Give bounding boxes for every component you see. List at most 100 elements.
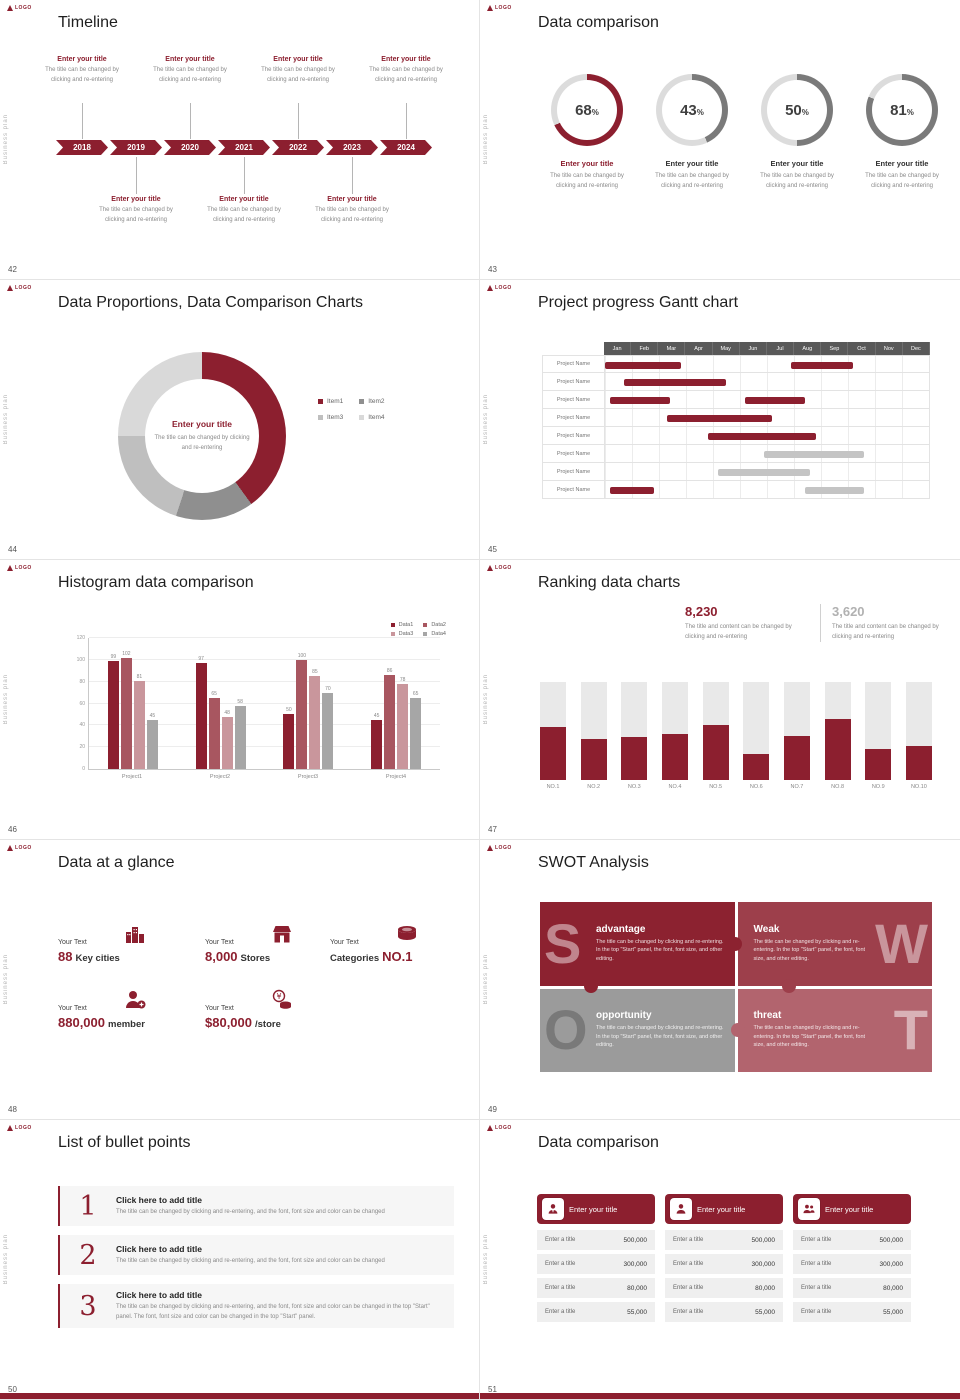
rank-fill[interactable]	[905, 745, 932, 780]
item-title: Enter your title	[172, 418, 232, 429]
slide-45-gantt[interactable]: LOGO Business plan Project progress Gant…	[480, 280, 960, 560]
page-title: Project progress Gantt chart	[538, 294, 739, 311]
bar-rect[interactable]	[309, 676, 321, 769]
rank-fill[interactable]	[743, 753, 770, 780]
rank-label: NO.5	[709, 784, 723, 790]
puzzle-knob	[727, 936, 742, 951]
bar-rect[interactable]	[234, 705, 246, 769]
bar-rect[interactable]	[208, 698, 220, 769]
y-tick-label: 60	[79, 700, 85, 707]
card-row: Enter a title 500,000	[537, 1230, 655, 1250]
rank-fill[interactable]	[824, 719, 851, 780]
bar-group: 99 102 81 45	[107, 638, 158, 769]
slide-43-data-comparison[interactable]: LOGO Business plan Data comparison 68% E…	[480, 0, 960, 280]
item-title: Enter your title	[273, 56, 323, 63]
gantt-bar[interactable]	[605, 361, 681, 369]
item-desc: The title can be changed by clicking and…	[45, 67, 119, 83]
gantt-row: Project Name	[542, 373, 930, 391]
page-title: List of bullet points	[58, 1134, 191, 1151]
stat-label: Your Text	[58, 939, 87, 946]
page-number: 45	[488, 545, 497, 554]
gridline	[89, 658, 440, 660]
stat-item: Your Text ¥ $80,000/store	[205, 988, 330, 1032]
bar-chart: Data1 Data2 Data3 Data4 0 20 40 60 80 100 120 99 10…	[60, 622, 446, 794]
gantt-bar[interactable]	[623, 378, 727, 386]
gantt-month-cell: Dec	[902, 342, 930, 355]
rank-fill[interactable]	[661, 733, 688, 780]
stat-unit: Categories	[330, 953, 380, 964]
bar-rect[interactable]	[384, 675, 396, 769]
page-title: Ranking data charts	[538, 574, 681, 591]
page-title: Data at a glance	[58, 854, 175, 871]
stat-primary: 8,230 The title and content can be chang…	[685, 604, 809, 642]
rank-fill[interactable]	[702, 725, 729, 780]
stat-unit: member	[108, 1019, 145, 1030]
slide-49-swot[interactable]: LOGO Business plan SWOT Analysis S advan…	[480, 840, 960, 1120]
gantt-lane	[605, 391, 930, 408]
rank-label: NO.8	[831, 784, 845, 790]
bar-rect[interactable]	[221, 716, 233, 769]
legend-swatch	[318, 399, 323, 404]
bullet-number: 2	[79, 1239, 97, 1271]
bar-rect[interactable]	[133, 680, 145, 769]
slide-50-bullet-list[interactable]: LOGO Business plan List of bullet points…	[0, 1120, 480, 1400]
rank-fill[interactable]	[580, 738, 607, 780]
bar-rect[interactable]	[371, 719, 383, 769]
gantt-bar[interactable]	[667, 414, 773, 422]
donut-cell: 81% Enter your title The title can be ch…	[860, 74, 944, 191]
slide-44-data-proportions[interactable]: LOGO Business plan Data Proportions, Dat…	[0, 280, 480, 560]
donut-ring: 50%	[761, 74, 833, 146]
logo-text: LOGO	[495, 565, 512, 571]
bar-rect[interactable]	[120, 657, 132, 769]
bar-rect[interactable]	[283, 714, 295, 769]
page-title: Data comparison	[538, 14, 659, 31]
rank-fill[interactable]	[621, 736, 648, 780]
item-desc: The title can be changed by clicking and…	[550, 173, 624, 189]
item-desc: The title can be changed by clicking and…	[655, 173, 729, 189]
row-value: 55,000	[755, 1308, 775, 1316]
gantt-bar[interactable]	[610, 396, 670, 404]
gantt-project-name: Project Name	[543, 373, 605, 390]
gantt-bar[interactable]	[804, 486, 865, 494]
stat-unit: Key cities	[75, 953, 120, 964]
bullet-heading: Click here to add title	[116, 1243, 202, 1254]
bar-rect[interactable]	[146, 719, 158, 769]
rank-fill[interactable]	[865, 748, 892, 780]
timeline-item: Enter your title The title can be changed…	[82, 196, 190, 225]
rank-fill[interactable]	[540, 727, 566, 780]
slide-47-ranking[interactable]: LOGO Business plan Ranking data charts 8…	[480, 560, 960, 840]
swot-name: threat	[753, 1010, 782, 1022]
card-header: Enter your title	[537, 1194, 655, 1224]
slide-46-histogram[interactable]: LOGO Business plan Histogram data compar…	[0, 560, 480, 840]
gantt-bar[interactable]	[764, 450, 865, 458]
logo-text: LOGO	[15, 1125, 32, 1131]
gantt-bar[interactable]	[745, 396, 805, 404]
slide-48-data-glance[interactable]: LOGO Business plan Data at a glance Your…	[0, 840, 480, 1120]
gantt-bar[interactable]	[610, 486, 654, 494]
side-label-wrap: Business plan	[483, 840, 489, 1119]
row-label: Enter a title	[673, 1237, 704, 1243]
gantt-bar[interactable]	[718, 468, 811, 476]
card-body: Enter a title 500,000 Enter a title 300,000…	[793, 1230, 911, 1322]
gantt-bar[interactable]	[791, 361, 854, 369]
bar-rect[interactable]	[397, 683, 409, 769]
rank-fill[interactable]	[783, 735, 810, 780]
stat-label: Your Text	[205, 939, 234, 946]
gantt-project-name: Project Name	[543, 427, 605, 444]
bar-rect[interactable]	[296, 659, 308, 769]
bar-rect[interactable]	[195, 663, 207, 769]
page-title: Data comparison	[538, 1134, 659, 1151]
bar-rect[interactable]	[410, 698, 422, 769]
gantt-month-cell: Sep	[821, 342, 849, 355]
bar: 45	[371, 638, 383, 769]
slide-51-data-cards[interactable]: LOGO Business plan Data comparison Enter…	[480, 1120, 960, 1400]
bar-rect[interactable]	[322, 692, 334, 769]
item-desc: The title can be changed by clicking and…	[369, 67, 443, 83]
gantt-project-name: Project Name	[543, 463, 605, 480]
slide-42-timeline[interactable]: LOGO Business plan Timeline Enter your t…	[0, 0, 480, 280]
item-desc: The title can be changed by clicking and…	[153, 67, 227, 83]
gantt-bar[interactable]	[707, 432, 816, 440]
row-label: Enter a title	[673, 1261, 704, 1267]
bar-rect[interactable]	[107, 660, 119, 769]
card-row: Enter a title 55,000	[793, 1302, 911, 1322]
